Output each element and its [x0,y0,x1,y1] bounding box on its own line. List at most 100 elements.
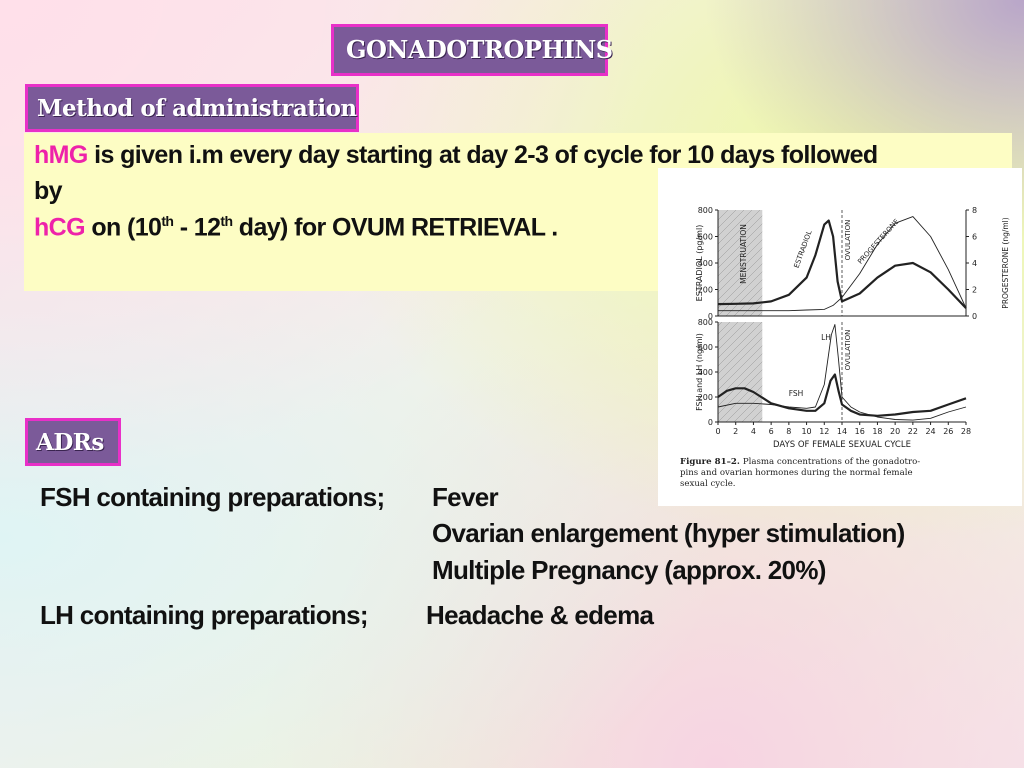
lower-x-tick-label: 8 [786,427,791,436]
administration-line-3: hCG on (10th - 12th day) for OVUM RETRIE… [34,213,558,242]
hormone-figure: 0 200 400 600 800 0 2 4 6 8 ESTRADIOL (pg/ml) PROGE… [658,168,1022,506]
upper-hatch-line [718,231,763,277]
figure-caption-label: Figure 81–2. [680,457,743,467]
page-title: GONADOTROPHINS [331,24,613,76]
lh-effects: Headache & edema [426,600,654,630]
hcg-purpose: day) for OVUM RETRIEVAL . [232,213,558,242]
lower-hatch-line [718,377,763,422]
method-heading: Method of administration [25,84,359,132]
lower-x-tick-label: 14 [837,427,847,436]
lower-x-tick-label: 24 [925,427,935,436]
lower-y-tick-label: 0 [708,418,713,427]
series-progesterone-line [718,216,967,312]
lower-hatch-line [733,393,763,422]
annotation-menstruation: MENSTRUATION [739,224,748,284]
upper-hatch-line [733,287,763,316]
figure-caption-text: pins and ovarian hormones during the nor… [680,468,913,478]
upper-y-tick-label: 600 [698,233,713,242]
lower-hatch-line [718,322,739,343]
lower-menstruation-band [718,322,763,422]
lower-x-tick-label: 0 [715,427,720,436]
upper-y-tick-label: 800 [698,206,713,215]
lower-x-tick-label: 22 [908,427,918,436]
lower-x-tick-label: 20 [890,427,900,436]
lower-y-tick-label: 600 [698,343,713,352]
hmg-description: is given i.m every day starting at day 2… [94,141,878,169]
lower-x-tick-label: 16 [855,427,865,436]
lower-hatch-line [741,401,763,422]
fsh-effect-fever: Fever [432,482,499,512]
upper-y2-tick-label: 0 [972,312,977,321]
lower-x-tick-label: 10 [801,427,811,436]
lower-hatch-line [718,337,763,383]
upper-hatch-line [718,263,763,309]
upper-hatch-line [718,215,763,261]
series-estradiol-line [717,219,967,309]
lower-x-tick-label: 12 [819,427,829,436]
superscript-th-2: th [220,213,233,229]
upper-hatch-line [749,303,763,316]
annotation-ovulation-lower: OVULATION [844,330,852,371]
upper-y2-axis-title: PROGESTERONE (ng/ml) [1001,217,1010,308]
lower-hatch-line [725,385,763,422]
upper-y2-tick-label: 6 [972,233,977,242]
lower-hatch-line [718,322,747,351]
lower-hatch-line [782,322,882,422]
lower-hatch-line [718,353,763,399]
fsh-effect-ovarian-enlargement: Ovarian enlargement (hyper stimulation) [432,518,905,548]
upper-hatch-line [718,239,763,285]
upper-y-axis-title: ESTRADIOL (pg/ml) [695,225,704,302]
upper-y-tick-label: 400 [698,259,713,268]
adrs-heading: ADRs [25,418,121,466]
annotation-progesterone: PROGESTERONE [856,218,901,266]
upper-hatch-line [718,271,763,316]
upper-y-tick-label: 0 [708,312,713,321]
lower-hatch-line [749,409,763,422]
administration-line-1: hMG is given i.m every day starting at d… [34,141,878,170]
lower-y-tick-label: 800 [698,318,713,327]
upper-y-tick-label: 200 [698,286,713,295]
upper-hatch-line [718,247,763,293]
lower-x-tick-label: 2 [733,427,738,436]
lower-x-tick-label: 6 [769,427,774,436]
hmg-term: hMG [34,141,88,169]
lower-y-tick-label: 200 [698,393,713,402]
connector-text: by [34,177,63,205]
upper-y2-tick-label: 2 [972,286,977,295]
superscript-th-1: th [161,213,174,229]
annotation-ovulation-upper: OVULATION [844,220,852,261]
hcg-day-end: - 12 [173,213,221,242]
upper-hatch-line [766,210,872,316]
lower-hatch-line [718,361,763,407]
upper-hatch-line [718,223,763,269]
figure-caption-text: sexual cycle. [680,479,736,489]
lower-y-axis-title: FSH and LH (ng/ml) [695,333,704,411]
upper-hatch-line [718,210,761,253]
lower-x-tick-label: 4 [751,427,756,436]
upper-hatch-line [725,279,763,316]
figure-caption-line: pins and ovarian hormones during the nor… [680,468,913,478]
hcg-day-start: on (10 [91,213,162,242]
annotation-estradiol: ESTRADIOL [793,229,814,269]
fsh-preparations-label: FSH containing preparations; [40,482,385,512]
upper-hatch-line [718,210,753,245]
series-fsh-line [717,373,967,417]
lower-x-tick-label: 18 [872,427,882,436]
lower-hatch-line [718,322,763,367]
lower-hatch-line [757,417,763,422]
hcg-term: hCG [34,213,86,242]
lower-hatch-line [718,329,763,375]
upper-hatch-line [718,210,745,237]
fsh-effect-multiple-pregnancy: Multiple Pregnancy (approx. 20%) [432,555,826,585]
administration-line-2: by [34,177,63,206]
figure-caption-line: sexual cycle. [680,479,736,489]
figure-caption-line: Figure 81–2. Plasma concentrations of th… [680,457,920,467]
upper-y2-tick-label: 8 [972,206,977,215]
lower-x-tick-label: 28 [961,427,971,436]
lower-x-tick-label: 26 [943,427,953,436]
annotation-lh: LH [821,333,831,342]
lower-y-tick-label: 400 [698,368,713,377]
lower-hatch-line [718,345,763,391]
lh-preparations-label: LH containing preparations; [40,600,368,630]
